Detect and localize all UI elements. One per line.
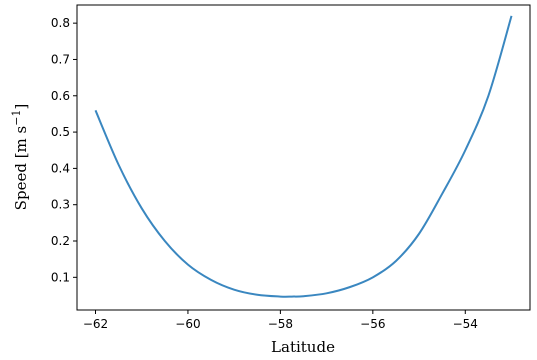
y-tick-label: 0.3: [51, 198, 70, 212]
x-axis: −62 −60 −58 −56 −54: [83, 310, 478, 331]
series-line-0: [94, 15, 513, 298]
y-tick-label: 0.5: [51, 125, 70, 139]
y-tick-label: 0.6: [51, 89, 70, 103]
axes-frame: [76, 4, 531, 311]
y-tick-label: 0.7: [51, 52, 70, 66]
y-axis-label-main: Speed [m s: [12, 126, 30, 211]
y-tick-label: 0.2: [51, 234, 70, 248]
y-tick-label: 0.1: [51, 270, 70, 284]
x-tick-label: −54: [453, 317, 478, 331]
plot-area: [94, 15, 513, 298]
x-tick-label: −58: [268, 317, 293, 331]
y-axis-label-close: ]: [12, 104, 30, 110]
x-tick-label: −56: [360, 317, 385, 331]
x-axis-label: Latitude: [271, 338, 335, 356]
y-axis: 0.1 0.2 0.3 0.4 0.5 0.6 0.7 0.8: [51, 16, 77, 284]
x-tick-label: −60: [175, 317, 200, 331]
y-axis-label-superscript: −1: [10, 110, 23, 126]
y-tick-label: 0.8: [51, 16, 70, 30]
x-tick-label: −62: [83, 317, 108, 331]
y-tick-label: 0.4: [51, 161, 70, 175]
y-axis-label: Speed [m s−1]: [10, 104, 30, 211]
